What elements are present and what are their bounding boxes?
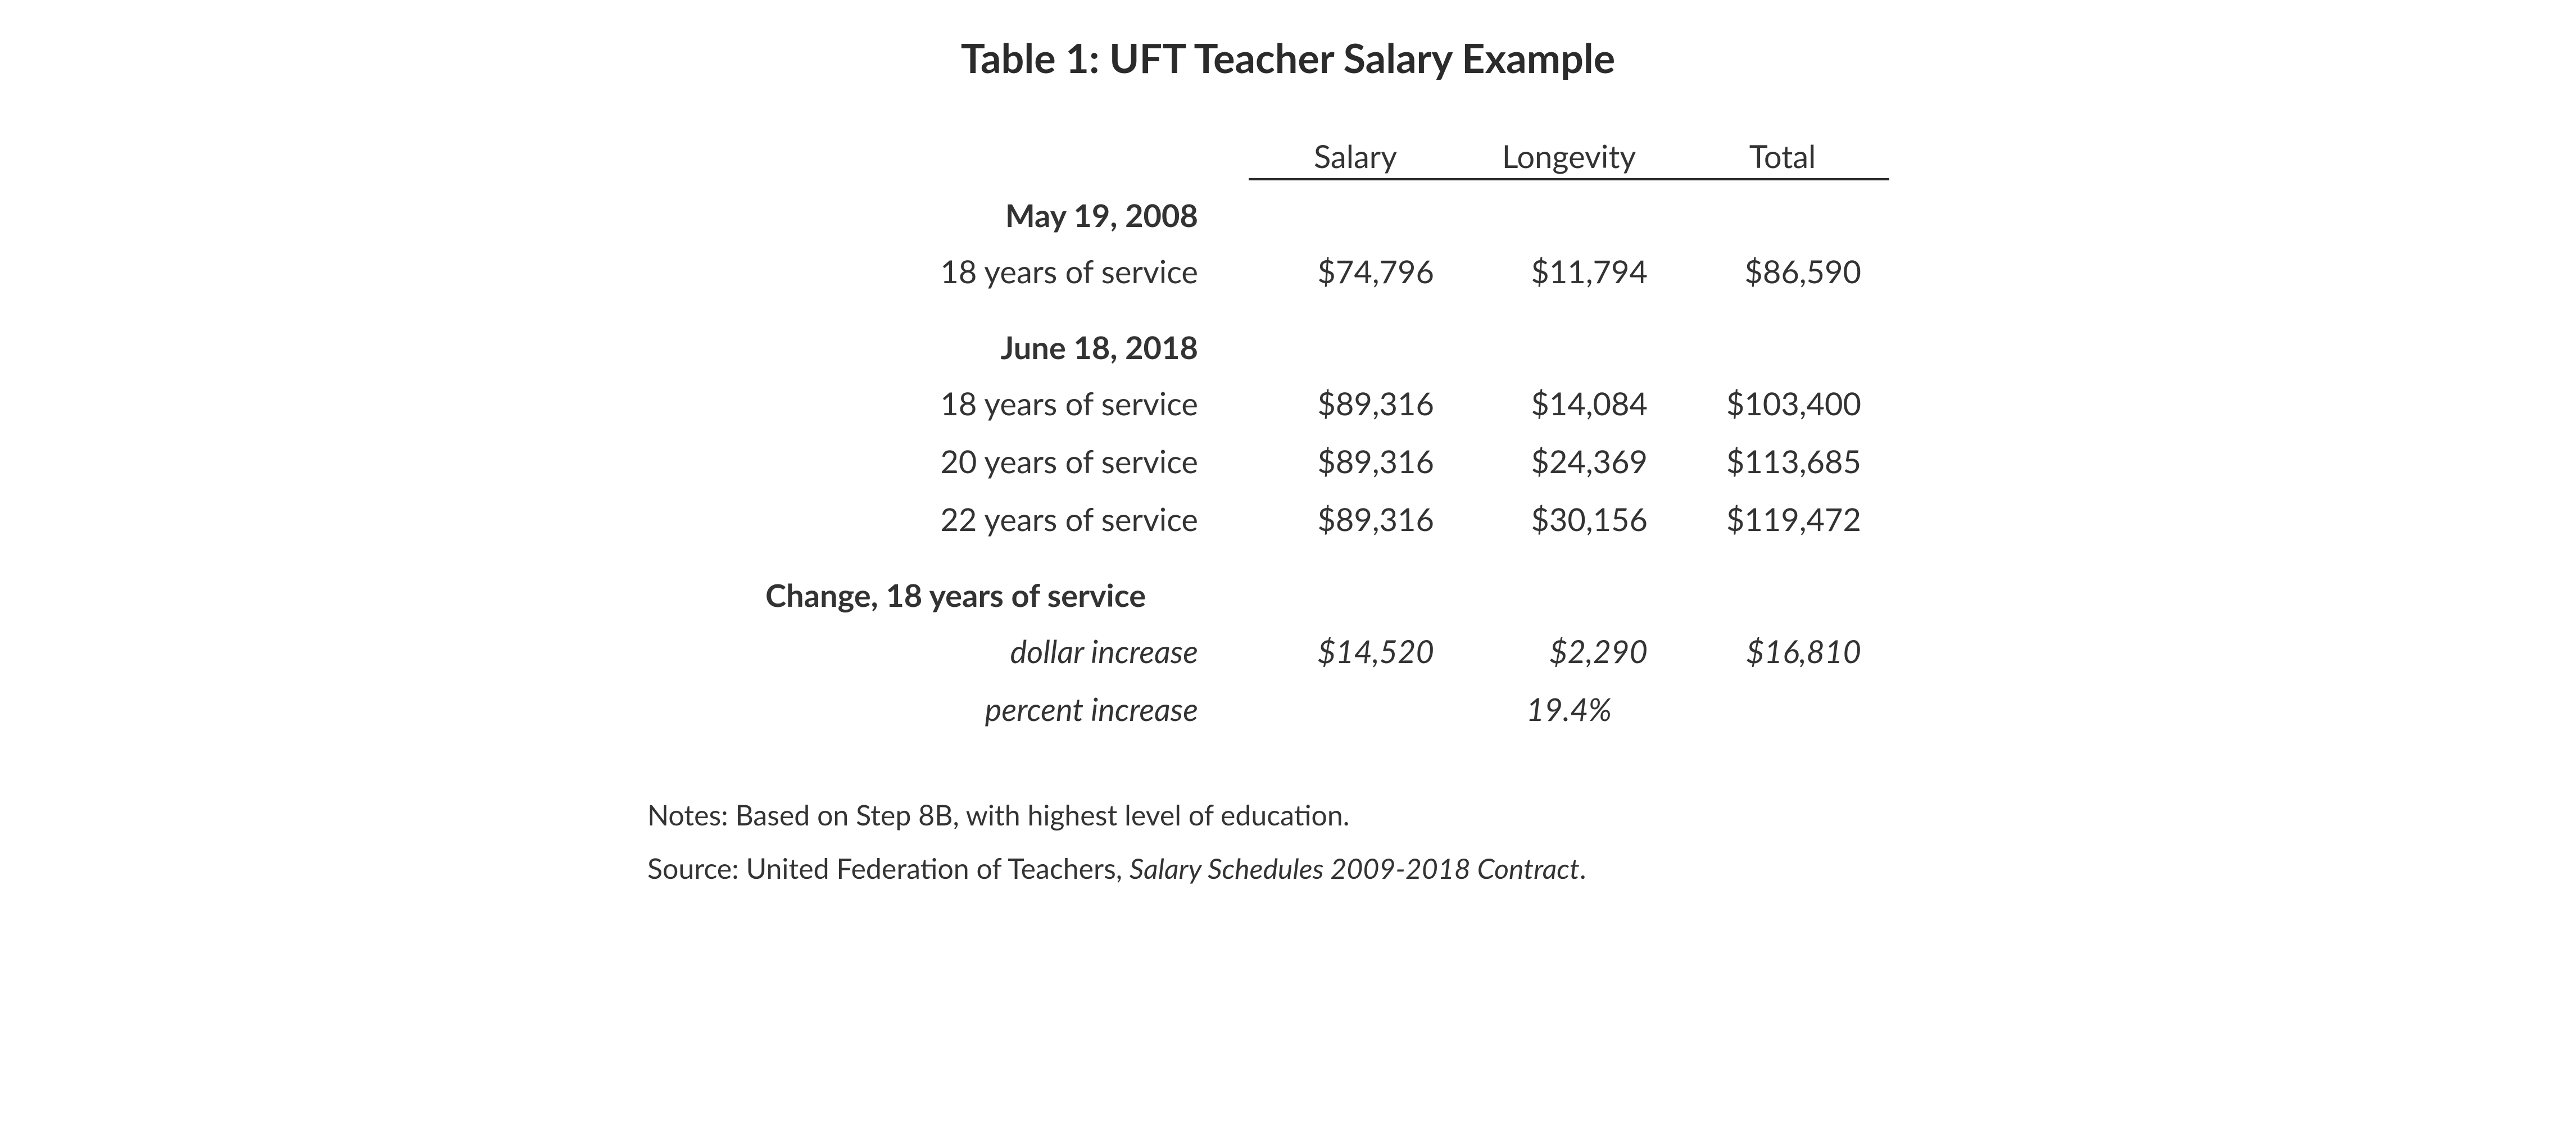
source-pre: Source: United Federation of Teachers, (647, 851, 1130, 885)
cell-total (1676, 680, 1889, 738)
cell-total: $119,472 (1676, 490, 1889, 548)
table-row: percent increase 19.4% (687, 680, 1889, 738)
section-b-label: June 18, 2018 (687, 300, 1249, 374)
cell-total: $113,685 (1676, 432, 1889, 490)
cell-longevity: $2,290 (1462, 622, 1676, 680)
cell-salary: $89,316 (1249, 490, 1462, 548)
cell-salary: $89,316 (1249, 374, 1462, 432)
row-label: 18 years of service (687, 242, 1249, 300)
row-label: 20 years of service (687, 432, 1249, 490)
header-row: Salary Longevity Total (687, 127, 1889, 179)
section-a-header: May 19, 2008 (687, 179, 1889, 242)
col-salary: Salary (1249, 127, 1462, 179)
notes-block: Notes: Based on Step 8B, with highest le… (557, 788, 2019, 895)
source-italic: Salary Schedules 2009-2018 Contract (1130, 851, 1580, 885)
table-container: Table 1: UFT Teacher Salary Example Sala… (501, 34, 2075, 895)
notes-line: Notes: Based on Step 8B, with highest le… (647, 788, 2019, 842)
col-total: Total (1676, 127, 1889, 179)
table-row: 18 years of service $74,796 $11,794 $86,… (687, 242, 1889, 300)
section-a-label: May 19, 2008 (687, 179, 1249, 242)
salary-table: Salary Longevity Total May 19, 2008 18 y… (687, 127, 1889, 738)
cell-salary: $89,316 (1249, 432, 1462, 490)
col-longevity: Longevity (1462, 127, 1676, 179)
cell-longevity: $11,794 (1462, 242, 1676, 300)
cell-total: $103,400 (1676, 374, 1889, 432)
cell-salary: $14,520 (1249, 622, 1462, 680)
section-c-header: Change, 18 years of service (687, 548, 1889, 622)
cell-total: $86,590 (1676, 242, 1889, 300)
row-label: percent increase (687, 680, 1249, 738)
cell-longevity: $14,084 (1462, 374, 1676, 432)
cell-salary (1249, 680, 1462, 738)
row-label: dollar increase (687, 622, 1249, 680)
table-row: 20 years of service $89,316 $24,369 $113… (687, 432, 1889, 490)
section-b-header: June 18, 2018 (687, 300, 1889, 374)
source-post: . (1580, 851, 1586, 885)
table-row: dollar increase $14,520 $2,290 $16,810 (687, 622, 1889, 680)
source-line: Source: United Federation of Teachers, S… (647, 842, 2019, 895)
header-empty (687, 127, 1249, 179)
cell-longevity: $30,156 (1462, 490, 1676, 548)
row-label: 22 years of service (687, 490, 1249, 548)
table-row: 22 years of service $89,316 $30,156 $119… (687, 490, 1889, 548)
cell-longevity: 19.4% (1462, 680, 1676, 738)
row-label: 18 years of service (687, 374, 1249, 432)
cell-salary: $74,796 (1249, 242, 1462, 300)
cell-longevity: $24,369 (1462, 432, 1676, 490)
table-row: 18 years of service $89,316 $14,084 $103… (687, 374, 1889, 432)
table-title: Table 1: UFT Teacher Salary Example (501, 34, 2075, 82)
cell-total: $16,810 (1676, 622, 1889, 680)
section-c-label: Change, 18 years of service (687, 548, 1249, 622)
